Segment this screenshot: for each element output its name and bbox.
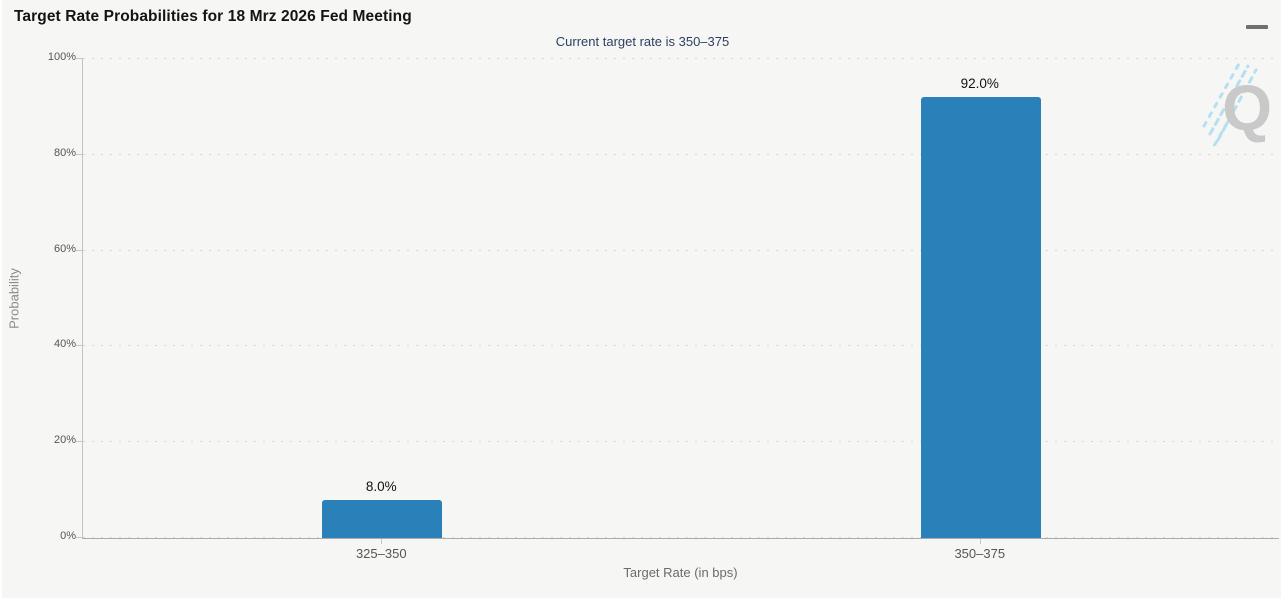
x-axis-tick [979, 539, 981, 544]
x-category-label: 325–350 [355, 546, 407, 561]
quikstrike-watermark: Q [1200, 58, 1272, 146]
watermark-q-letter: Q [1222, 72, 1272, 144]
y-axis-tick [76, 58, 82, 59]
y-tick-label: 100% [47, 51, 76, 63]
y-axis-tick [76, 153, 82, 155]
gridline [83, 153, 1279, 155]
gridline [83, 537, 1279, 538]
y-tick-label: 60% [53, 242, 76, 255]
plot-area [82, 58, 1279, 539]
x-category-label: 350–375 [954, 546, 1006, 561]
y-tick-label: 20% [53, 434, 76, 447]
gridline [83, 58, 1279, 59]
y-axis-title: Probability [6, 268, 22, 329]
y-tick-label: 0% [60, 530, 76, 542]
y-axis-tick [76, 249, 82, 251]
bar[interactable] [920, 97, 1041, 538]
bar-value-label: 92.0% [960, 76, 999, 91]
bar[interactable] [322, 500, 443, 538]
y-axis-tick [76, 345, 82, 347]
y-axis-tick [76, 537, 82, 538]
x-axis-tick [381, 539, 383, 544]
chart-subtitle: Current target rate is 350–375 [555, 34, 730, 49]
gridline [83, 441, 1279, 443]
y-tick-label: 40% [53, 338, 76, 351]
gridline [83, 345, 1279, 347]
y-axis-tick [76, 441, 82, 443]
gridline [83, 249, 1279, 251]
hamburger-menu-icon[interactable] [1246, 11, 1270, 29]
hamburger-bar [1246, 25, 1268, 29]
x-axis-title: Target Rate (in bps) [623, 565, 738, 580]
y-tick-label: 80% [53, 146, 76, 159]
watermark-swoosh-icon [1202, 60, 1258, 146]
bar-value-label: 8.0% [365, 479, 397, 494]
chart-title: Target Rate Probabilities for 18 Mrz 202… [14, 8, 412, 25]
